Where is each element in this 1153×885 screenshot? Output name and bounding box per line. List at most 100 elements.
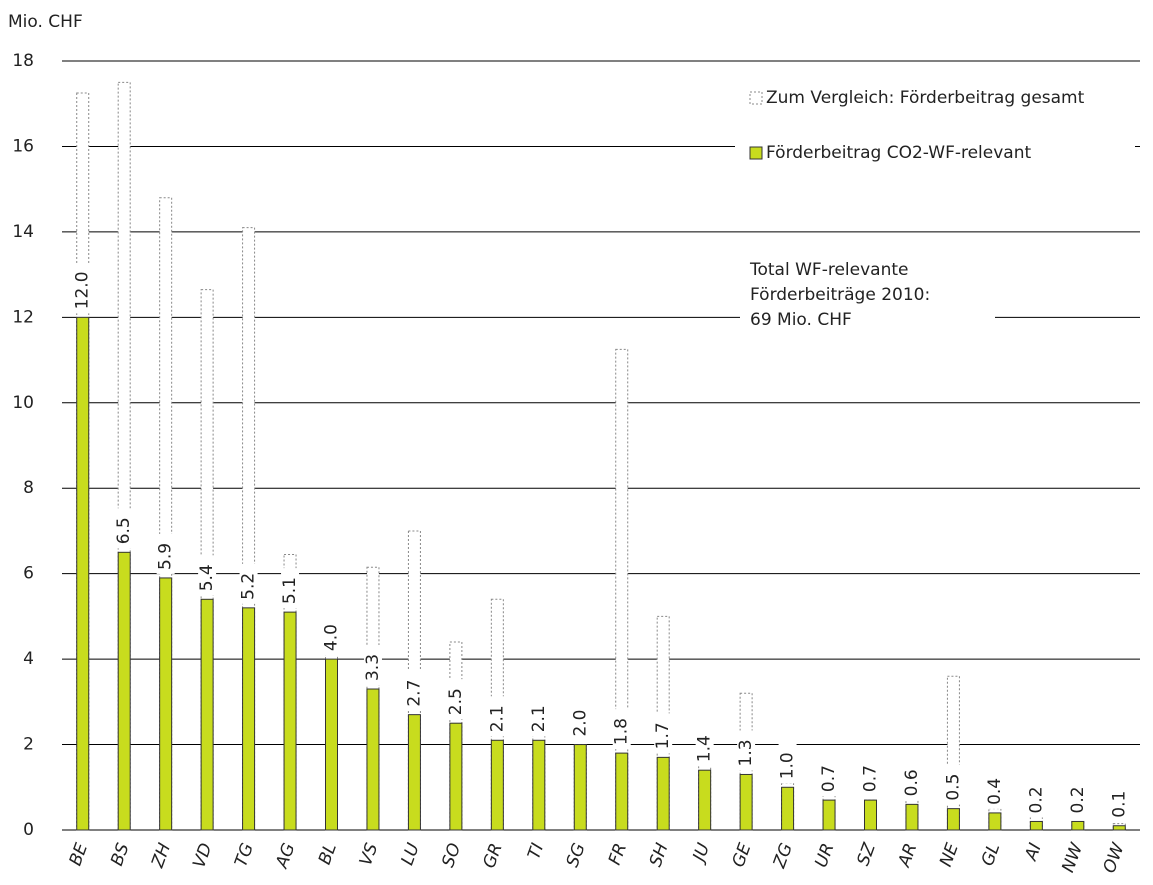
data-label: 0.7 <box>819 765 839 792</box>
data-label: 12.0 <box>73 271 93 309</box>
label-bg <box>737 730 756 771</box>
legend-bg <box>735 80 1135 175</box>
y-tick-label: 6 <box>23 564 34 584</box>
data-label: 5.2 <box>239 573 259 600</box>
x-tick-label: SG <box>563 841 590 870</box>
label-bg <box>73 263 92 314</box>
data-label: 1.3 <box>736 739 756 766</box>
x-tick-label: UR <box>811 841 838 871</box>
annotation: 69 Mio. CHF <box>750 310 852 330</box>
bar <box>1112 825 1126 831</box>
bar <box>283 611 297 831</box>
label-bg <box>612 709 631 750</box>
data-label: 4.0 <box>322 624 342 651</box>
annotation: Total WF-relevante <box>749 260 908 280</box>
bar <box>864 799 877 831</box>
label-bg <box>902 760 921 801</box>
legend-label: Zum Vergleich: Förderbeitrag gesamt <box>766 88 1085 108</box>
total-bar <box>946 675 960 831</box>
x-tick-label: ZG <box>769 841 797 872</box>
bar <box>822 799 836 831</box>
data-label: 2.1 <box>529 705 549 732</box>
x-tick-label: TG <box>231 841 258 870</box>
x-tick-label: SZ <box>853 840 880 868</box>
y-tick-label: 12 <box>12 307 34 327</box>
legend-swatch <box>749 146 763 160</box>
annotation: Förderbeiträge 2010: <box>750 285 930 305</box>
data-label: 0.7 <box>861 765 881 792</box>
bar <box>159 577 173 831</box>
x-tick-label: OW <box>1100 839 1130 875</box>
data-label: 0.2 <box>1026 786 1046 813</box>
bar <box>615 752 629 831</box>
label-bg <box>488 696 507 737</box>
bar <box>366 688 380 831</box>
label-bg <box>281 568 300 609</box>
x-tick-label: ZH <box>148 840 176 871</box>
y-tick-label: 8 <box>23 478 34 498</box>
y-axis-label: Mio. CHF <box>8 12 83 32</box>
label-bg <box>695 726 714 767</box>
data-label: 6.5 <box>114 517 134 544</box>
data-label: 0.5 <box>943 774 963 801</box>
data-label: 1.7 <box>653 722 673 749</box>
label-bg <box>363 645 382 686</box>
bar <box>1071 820 1085 831</box>
data-label: 0.6 <box>902 769 922 796</box>
y-tick-label: 4 <box>23 649 34 669</box>
annotation-bg <box>740 255 995 340</box>
x-tick-label: AG <box>272 841 300 872</box>
label-bg <box>198 555 217 596</box>
label-bg <box>239 563 258 604</box>
x-tick-label: BL <box>315 841 341 868</box>
bar <box>656 756 670 831</box>
data-label: 3.3 <box>363 654 383 681</box>
label-bg <box>985 768 1004 809</box>
x-tick-label: GL <box>978 841 1005 869</box>
label-bg <box>1027 777 1046 818</box>
bar <box>905 803 919 831</box>
bar <box>532 739 546 831</box>
label-bg <box>1110 781 1129 822</box>
data-label: 0.4 <box>985 778 1005 805</box>
label-bg <box>115 508 134 549</box>
data-label: 5.4 <box>197 564 217 591</box>
x-tick-label: NW <box>1058 839 1087 875</box>
x-tick-label: VS <box>356 840 383 868</box>
x-tick-label: JU <box>688 840 714 867</box>
bar <box>781 786 795 831</box>
bar <box>449 722 463 831</box>
x-tick-label: VD <box>189 841 216 871</box>
x-tick-label: GR <box>479 841 506 871</box>
label-bg <box>571 700 590 741</box>
bar <box>573 744 587 831</box>
data-label: 1.8 <box>612 718 632 745</box>
label-bg <box>944 764 963 805</box>
data-label: 1.0 <box>778 752 798 779</box>
y-tick-label: 18 <box>12 51 34 71</box>
x-tick-label: SH <box>646 840 673 869</box>
label-bg <box>1068 777 1087 818</box>
label-bg <box>820 756 839 797</box>
x-tick-label: SO <box>438 841 465 871</box>
label-bg <box>778 743 797 784</box>
x-tick-label: AI <box>1021 841 1046 864</box>
bar <box>698 769 712 831</box>
data-label: 5.9 <box>156 543 176 570</box>
legend-swatch <box>749 91 763 105</box>
bar <box>988 812 1002 831</box>
data-label: 2.7 <box>404 680 424 707</box>
y-tick-label: 0 <box>23 820 34 840</box>
label-bg <box>861 756 880 797</box>
bar <box>1029 820 1043 831</box>
x-tick-label: NE <box>936 840 963 869</box>
bar <box>490 739 504 831</box>
data-label: 2.1 <box>487 705 507 732</box>
bar <box>946 808 960 831</box>
x-tick-label: GE <box>729 840 756 870</box>
data-label: 0.1 <box>1109 791 1129 818</box>
bar <box>407 714 421 831</box>
data-label: 0.2 <box>1068 786 1088 813</box>
y-tick-label: 10 <box>12 393 34 413</box>
